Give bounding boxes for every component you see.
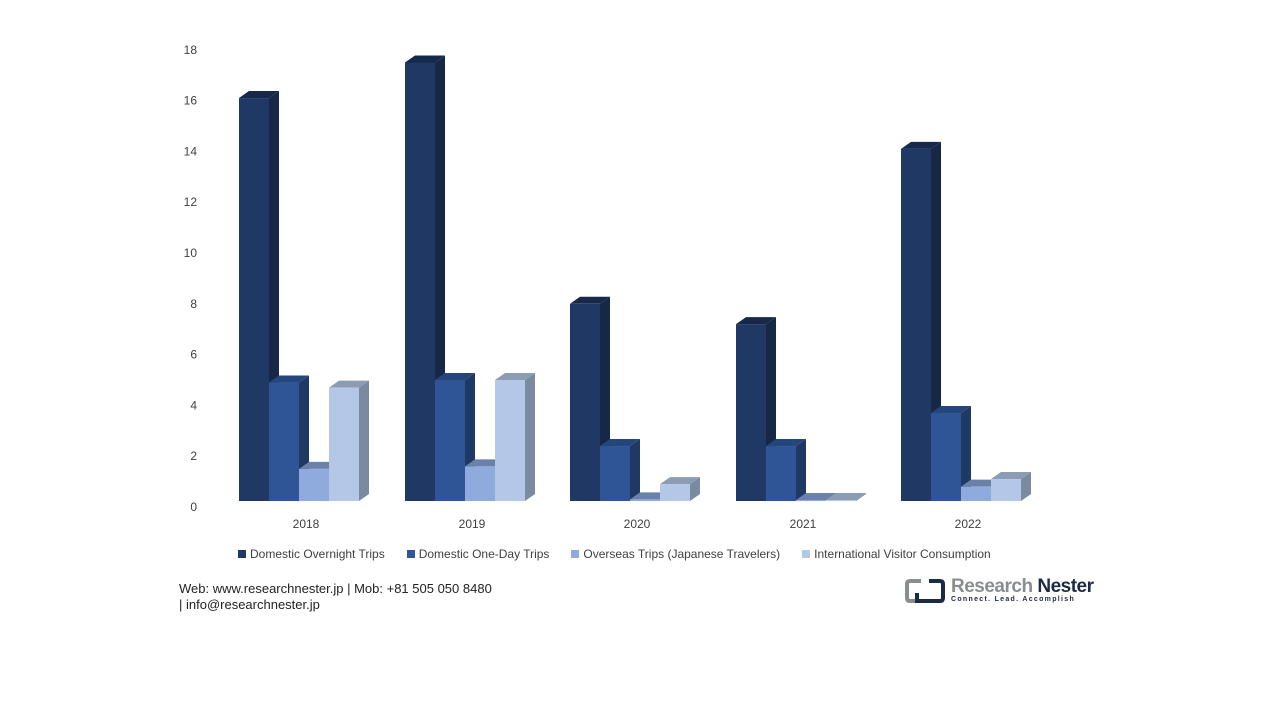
legend-item-domestic-one-day: Domestic One-Day Trips bbox=[406, 547, 550, 561]
bar bbox=[269, 382, 299, 501]
bar-side bbox=[856, 493, 866, 501]
legend-label: Domestic Overnight Trips bbox=[250, 547, 385, 561]
y-tick-label: 0 bbox=[190, 500, 197, 514]
bar bbox=[600, 446, 630, 501]
bar-top bbox=[796, 493, 836, 500]
bar bbox=[660, 484, 690, 501]
bar-side bbox=[961, 406, 971, 501]
y-tick-label: 4 bbox=[190, 398, 197, 412]
logo-name-nester: Nester bbox=[1037, 576, 1094, 597]
bar-top bbox=[660, 477, 700, 485]
bar bbox=[570, 303, 600, 501]
bar bbox=[931, 413, 961, 501]
bar-group-2021 bbox=[736, 317, 866, 501]
bar-top bbox=[600, 439, 640, 447]
bar-top bbox=[901, 141, 941, 149]
bar-side bbox=[690, 477, 700, 501]
bar-top bbox=[766, 439, 806, 447]
bar-side bbox=[525, 373, 535, 501]
legend-item-international: International Visitor Consumption bbox=[802, 547, 991, 561]
bar-group-2020 bbox=[570, 296, 700, 501]
bar-top bbox=[405, 55, 445, 63]
bar-side bbox=[796, 439, 806, 501]
bar bbox=[329, 387, 359, 501]
legend-label: Domestic One-Day Trips bbox=[418, 547, 550, 561]
bar bbox=[901, 148, 931, 502]
bar bbox=[796, 500, 826, 501]
y-tick-label: 14 bbox=[184, 144, 198, 158]
logo-name-research: Research bbox=[951, 576, 1033, 597]
contact-line-web-phone: Web: www.researchnester.jp | Mob: +81 50… bbox=[179, 581, 492, 596]
contact-line-email: | info@researchnester.jp bbox=[179, 597, 320, 612]
bar-top bbox=[239, 91, 279, 99]
bar-group-2022 bbox=[901, 141, 1031, 502]
x-tick-label: 2020 bbox=[624, 517, 651, 531]
bar bbox=[465, 466, 495, 501]
y-tick-label: 18 bbox=[184, 43, 198, 57]
x-tick-label: 2019 bbox=[459, 517, 486, 531]
x-tick-label: 2022 bbox=[955, 517, 982, 531]
bar bbox=[630, 499, 660, 501]
legend-label: International Visitor Consumption bbox=[814, 547, 991, 561]
legend-swatch-icon bbox=[238, 550, 246, 558]
bar bbox=[736, 324, 766, 501]
x-tick-label: 2021 bbox=[790, 517, 817, 531]
bar-side bbox=[359, 380, 369, 501]
bar-top bbox=[495, 373, 535, 380]
research-nester-logo: Research Nester Connect. Lead. Accomplis… bbox=[905, 577, 1094, 604]
y-tick-label: 16 bbox=[184, 94, 198, 108]
logo-tagline: Connect. Lead. Accomplish bbox=[951, 596, 1076, 603]
bar-top bbox=[329, 380, 369, 388]
bar bbox=[495, 380, 525, 501]
bar bbox=[766, 446, 796, 501]
contact-footer: Web: www.researchnester.jp | Mob: +81 50… bbox=[179, 581, 509, 613]
legend-swatch-icon bbox=[802, 550, 811, 558]
y-tick-label: 6 bbox=[190, 348, 197, 362]
legend-swatch-icon bbox=[406, 550, 415, 558]
bar-top bbox=[435, 373, 475, 380]
bar bbox=[405, 62, 435, 501]
bar bbox=[961, 486, 991, 501]
legend-item-overseas: Overseas Trips (Japanese Travelers) bbox=[571, 547, 780, 561]
bar-top bbox=[736, 317, 776, 325]
bar-side bbox=[630, 439, 640, 501]
bar-top bbox=[991, 472, 1031, 480]
bar-top bbox=[826, 493, 866, 500]
legend: Domestic Overnight Trips Domestic One-Da… bbox=[238, 547, 1013, 561]
bar-top bbox=[931, 406, 971, 414]
bar bbox=[299, 468, 329, 501]
bar-side bbox=[1021, 472, 1031, 501]
bars bbox=[239, 55, 1031, 502]
bar-group-2018 bbox=[239, 91, 369, 501]
bar bbox=[435, 380, 465, 501]
bar-top bbox=[269, 375, 309, 383]
y-tick-label: 12 bbox=[184, 195, 198, 209]
logo-mark-icon bbox=[905, 578, 945, 603]
legend-swatch-icon bbox=[571, 550, 580, 558]
bar bbox=[826, 500, 856, 501]
legend-label: Overseas Trips (Japanese Travelers) bbox=[583, 547, 781, 561]
bar bbox=[991, 479, 1021, 501]
x-tick-label: 2018 bbox=[293, 517, 320, 531]
y-tick-label: 10 bbox=[184, 246, 198, 260]
y-tick-label: 8 bbox=[190, 297, 197, 311]
bar-top bbox=[570, 296, 610, 304]
x-axis: 2018 2019 2020 2021 2022 bbox=[293, 517, 982, 531]
y-axis: 0 2 4 6 8 10 12 14 16 18 bbox=[184, 43, 198, 514]
bar bbox=[239, 98, 269, 501]
legend-item-domestic-overnight: Domestic Overnight Trips bbox=[238, 547, 385, 561]
bar-group-2019 bbox=[405, 55, 535, 501]
y-tick-label: 2 bbox=[190, 449, 197, 463]
